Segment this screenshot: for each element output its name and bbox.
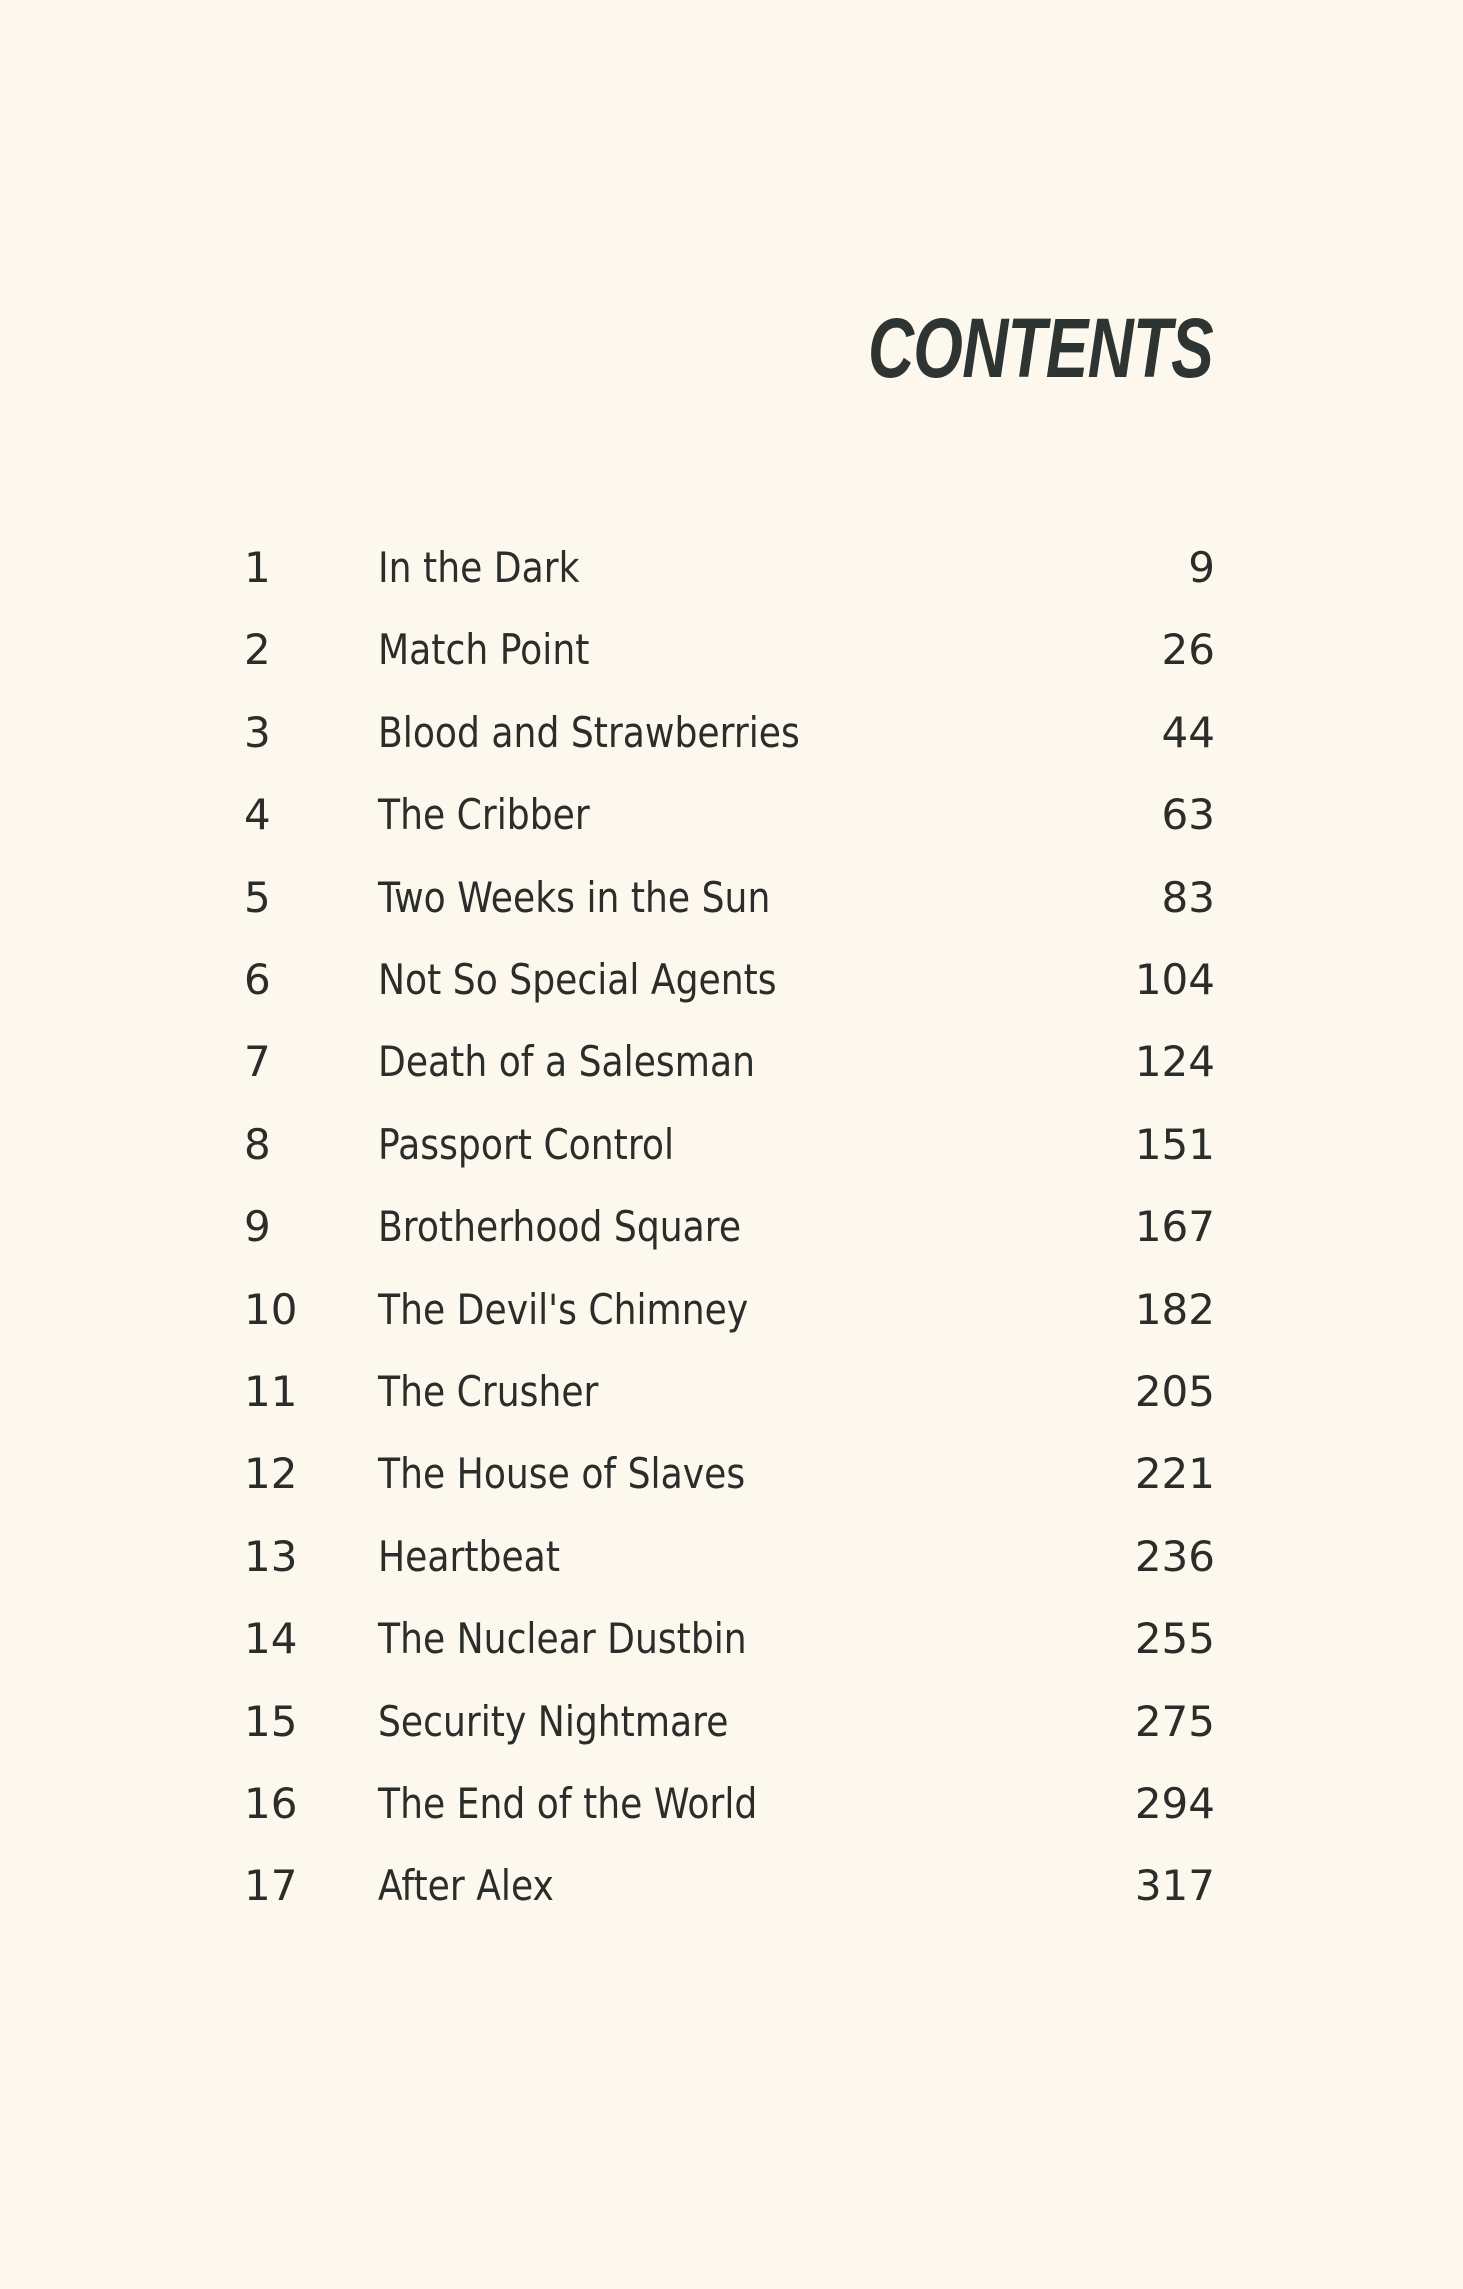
- toc-entry: 8 Passport Control 151: [0, 1115, 1463, 1175]
- page-number: 236: [1134, 1531, 1215, 1581]
- page-number: 205: [1134, 1367, 1215, 1416]
- page-number: 294: [1134, 1779, 1215, 1828]
- chapter-number: 5: [244, 872, 271, 922]
- chapter-title: Security Nightmare: [378, 1696, 729, 1746]
- chapter-number: 17: [244, 1861, 298, 1911]
- chapter-number: 3: [244, 707, 271, 757]
- toc-entry: 13 Heartbeat 236: [0, 1527, 1463, 1587]
- page-number: 167: [1134, 1202, 1215, 1252]
- chapter-title: The House of Slaves: [378, 1449, 746, 1499]
- toc-entry: 4 The Cribber 63: [0, 785, 1463, 845]
- toc-entry: 16 The End of the World 294: [0, 1774, 1463, 1834]
- chapter-title: The End of the World: [378, 1779, 758, 1828]
- chapter-title: After Alex: [378, 1861, 554, 1911]
- chapter-title: In the Dark: [378, 543, 580, 592]
- chapter-number: 4: [244, 790, 271, 840]
- toc-entry: 11 The Crusher 205: [0, 1362, 1463, 1422]
- chapter-title: Blood and Strawberries: [378, 707, 800, 757]
- chapter-title: The Cribber: [378, 790, 590, 840]
- page-number: 124: [1134, 1037, 1215, 1087]
- toc-entry: 9 Brotherhood Square 167: [0, 1197, 1463, 1257]
- chapter-number: 15: [244, 1696, 298, 1746]
- chapter-number: 12: [244, 1449, 298, 1499]
- toc-entry: 10 The Devil's Chimney 182: [0, 1280, 1463, 1340]
- chapter-title: Not So Special Agents: [378, 955, 777, 1004]
- chapter-title: Death of a Salesman: [378, 1037, 755, 1087]
- page-number: 9: [1188, 543, 1215, 592]
- chapter-title: The Devil's Chimney: [378, 1284, 749, 1334]
- chapter-number: 10: [244, 1284, 298, 1334]
- chapter-title: Match Point: [378, 625, 590, 675]
- chapter-title: Passport Control: [378, 1119, 675, 1169]
- toc-entry: 2 Match Point 26: [0, 620, 1463, 680]
- page-number: 26: [1161, 625, 1215, 675]
- chapter-number: 11: [244, 1367, 298, 1416]
- toc-entry: 17 After Alex 317: [0, 1856, 1463, 1916]
- page-number: 255: [1134, 1614, 1215, 1664]
- page-number: 221: [1134, 1449, 1215, 1499]
- toc-entry: 7 Death of a Salesman 124: [0, 1032, 1463, 1092]
- chapter-title: The Crusher: [378, 1367, 599, 1416]
- chapter-title: Brotherhood Square: [378, 1202, 742, 1252]
- toc-entry: 1 In the Dark 9: [0, 538, 1463, 598]
- page-number: 83: [1161, 872, 1215, 922]
- page-number: 317: [1134, 1861, 1215, 1911]
- toc-entry: 15 Security Nightmare 275: [0, 1692, 1463, 1752]
- toc-entry: 14 The Nuclear Dustbin 255: [0, 1609, 1463, 1669]
- chapter-title: Heartbeat: [378, 1531, 560, 1581]
- chapter-number: 14: [244, 1614, 298, 1664]
- toc-entry: 12 The House of Slaves 221: [0, 1444, 1463, 1504]
- chapter-title: The Nuclear Dustbin: [378, 1614, 747, 1664]
- toc-entry: 3 Blood and Strawberries 44: [0, 703, 1463, 763]
- page-number: 104: [1134, 955, 1215, 1004]
- page-number: 151: [1134, 1119, 1215, 1169]
- chapter-number: 13: [244, 1531, 298, 1581]
- chapter-number: 16: [244, 1779, 298, 1828]
- toc-entry: 6 Not So Special Agents 104: [0, 950, 1463, 1010]
- chapter-number: 1: [244, 543, 271, 592]
- chapter-number: 6: [244, 955, 271, 1004]
- chapter-number: 9: [244, 1202, 271, 1252]
- page-number: 275: [1134, 1696, 1215, 1746]
- chapter-number: 8: [244, 1119, 271, 1169]
- page-number: 182: [1134, 1284, 1215, 1334]
- chapter-number: 2: [244, 625, 271, 675]
- chapter-title: Two Weeks in the Sun: [378, 872, 771, 922]
- page-title: CONTENTS: [867, 301, 1214, 395]
- page-number: 44: [1161, 707, 1215, 757]
- chapter-number: 7: [244, 1037, 271, 1087]
- page-number: 63: [1161, 790, 1215, 840]
- toc-entry: 5 Two Weeks in the Sun 83: [0, 868, 1463, 928]
